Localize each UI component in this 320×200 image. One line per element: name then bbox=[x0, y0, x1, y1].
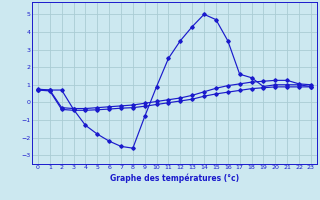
X-axis label: Graphe des températures (°c): Graphe des températures (°c) bbox=[110, 173, 239, 183]
